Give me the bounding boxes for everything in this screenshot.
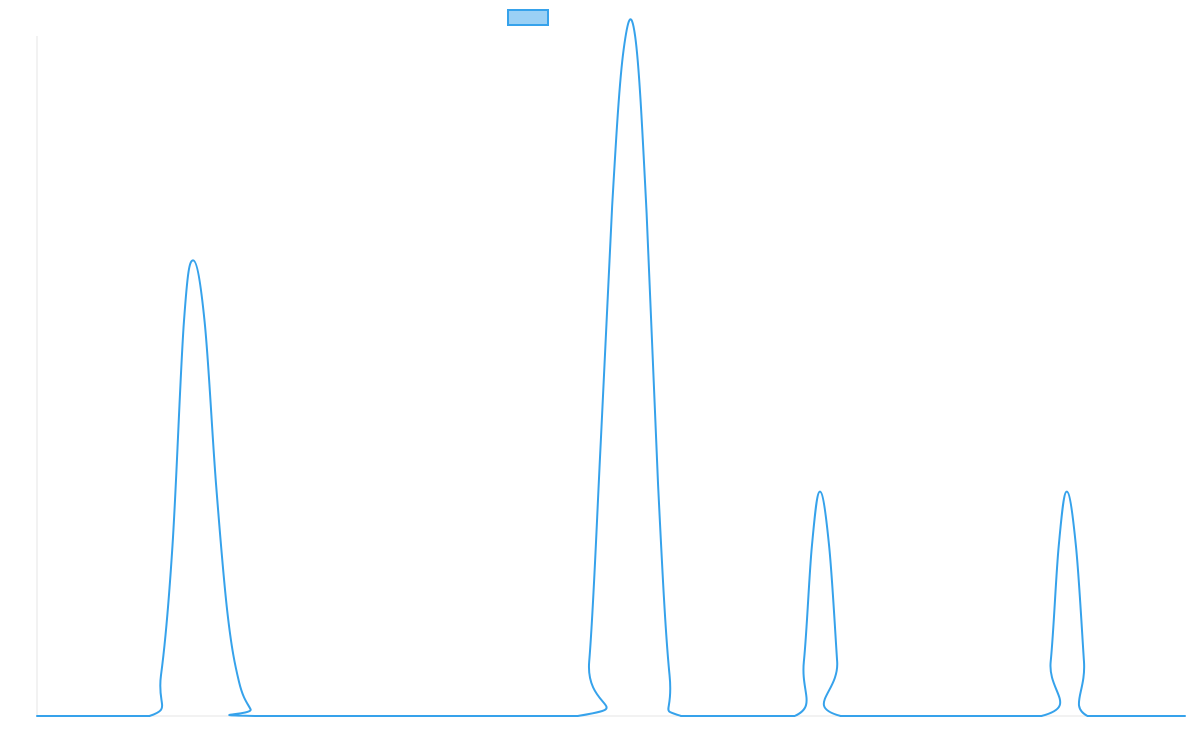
legend[interactable] [507,9,549,26]
series-line-0 [36,18,1186,717]
legend-swatch[interactable] [507,9,549,26]
series-layer [36,18,1186,717]
